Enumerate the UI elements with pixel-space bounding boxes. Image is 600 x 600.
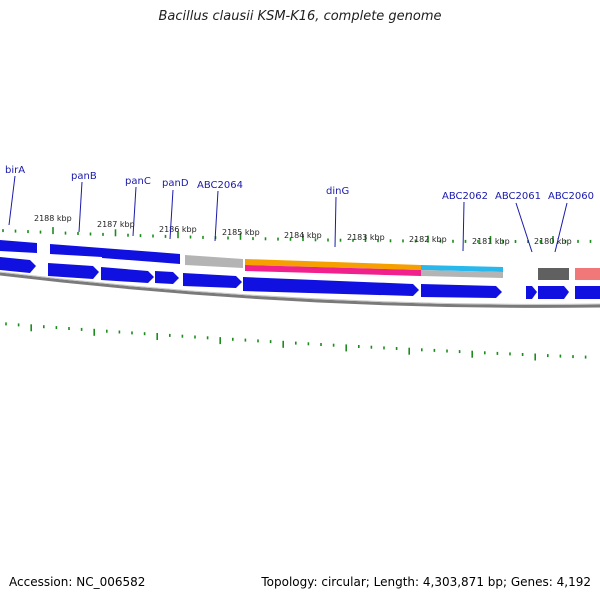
genome-backbone-highlight xyxy=(0,271,600,305)
kbp-label: 2181 kbp xyxy=(472,237,510,246)
upper-tick-track xyxy=(2,227,592,243)
leader-dinG xyxy=(334,196,337,248)
gene-bar-ABC2062-gray[interactable] xyxy=(421,270,503,278)
leader-ABC2060 xyxy=(554,202,568,253)
kbp-label: 2185 kbp xyxy=(222,228,260,237)
gene-arrow-6[interactable] xyxy=(243,277,419,296)
gene-label-panD[interactable]: panD xyxy=(162,178,189,189)
gene-bar-ABC2061[interactable] xyxy=(538,268,569,280)
kbp-label: 2188 kbp xyxy=(34,214,72,223)
gene-arrow-8[interactable] xyxy=(526,286,537,299)
gene-bar-ABC2062-cyan[interactable] xyxy=(421,265,503,272)
gene-bar-dinG-pink[interactable] xyxy=(245,265,421,276)
kbp-label: 2180 kbp xyxy=(534,237,572,246)
gene-label-panB[interactable]: panB xyxy=(71,171,97,182)
kbp-label: 2183 kbp xyxy=(347,233,385,242)
gene-bar-ABC2060[interactable] xyxy=(575,268,600,280)
kbp-labels: 2188 kbp 2187 kbp 2186 kbp 2185 kbp 2184… xyxy=(34,214,572,246)
kbp-label: 2182 kbp xyxy=(409,235,447,244)
leader-panD xyxy=(169,189,174,240)
leader-ABC2064 xyxy=(214,190,219,242)
gene-arrow-4[interactable] xyxy=(155,271,179,284)
gene-bar-panC[interactable] xyxy=(102,248,155,262)
leader-birA xyxy=(8,175,16,226)
upper-gene-row xyxy=(0,240,600,280)
gene-arrow-7[interactable] xyxy=(421,284,502,298)
forward-gene-row xyxy=(0,257,600,299)
genome-backbone xyxy=(0,272,600,308)
gene-label-ABC2062[interactable]: ABC2062 xyxy=(442,191,488,202)
genome-stats-text: Topology: circular; Length: 4,303,871 bp… xyxy=(261,575,591,589)
leader-ABC2061 xyxy=(515,202,533,253)
gene-label-panC[interactable]: panC xyxy=(125,176,151,187)
gene-label-dinG[interactable]: dinG xyxy=(326,186,349,197)
map-title: Bacillus clausii KSM-K16, complete genom… xyxy=(158,9,442,24)
kbp-label: 2187 kbp xyxy=(97,220,135,229)
gene-arrow-9[interactable] xyxy=(538,286,569,299)
leader-panB xyxy=(78,181,83,233)
gene-arrow-3[interactable] xyxy=(101,267,154,283)
gene-label-ABC2064[interactable]: ABC2064 xyxy=(197,180,243,191)
leader-panC xyxy=(132,186,137,237)
gene-arrow-10[interactable] xyxy=(575,286,600,299)
gene-bar-dinG-orange[interactable] xyxy=(245,259,421,270)
gene-label-ABC2060[interactable]: ABC2060 xyxy=(548,191,594,202)
gene-label-ABC2061[interactable]: ABC2061 xyxy=(495,191,541,202)
lower-tick-track xyxy=(5,322,587,361)
gene-arrow-2[interactable] xyxy=(48,263,99,279)
gene-bar-ABC2064[interactable] xyxy=(185,255,243,268)
accession-text: Accession: NC_006582 xyxy=(9,575,146,589)
gene-bar-panD[interactable] xyxy=(155,252,180,264)
gene-bar-panB[interactable] xyxy=(50,244,102,257)
gene-arrow-5[interactable] xyxy=(183,273,242,288)
leader-ABC2062 xyxy=(462,201,465,252)
kbp-label: 2184 kbp xyxy=(284,231,322,240)
kbp-label: 2186 kbp xyxy=(159,225,197,234)
gene-leader-lines xyxy=(8,175,568,253)
gene-bar-birA[interactable] xyxy=(0,240,37,253)
gene-arrow-1[interactable] xyxy=(0,257,36,273)
gene-label-birA[interactable]: birA xyxy=(5,165,25,176)
gene-labels: birA panB panC panD ABC2064 dinG ABC2062… xyxy=(5,165,594,202)
